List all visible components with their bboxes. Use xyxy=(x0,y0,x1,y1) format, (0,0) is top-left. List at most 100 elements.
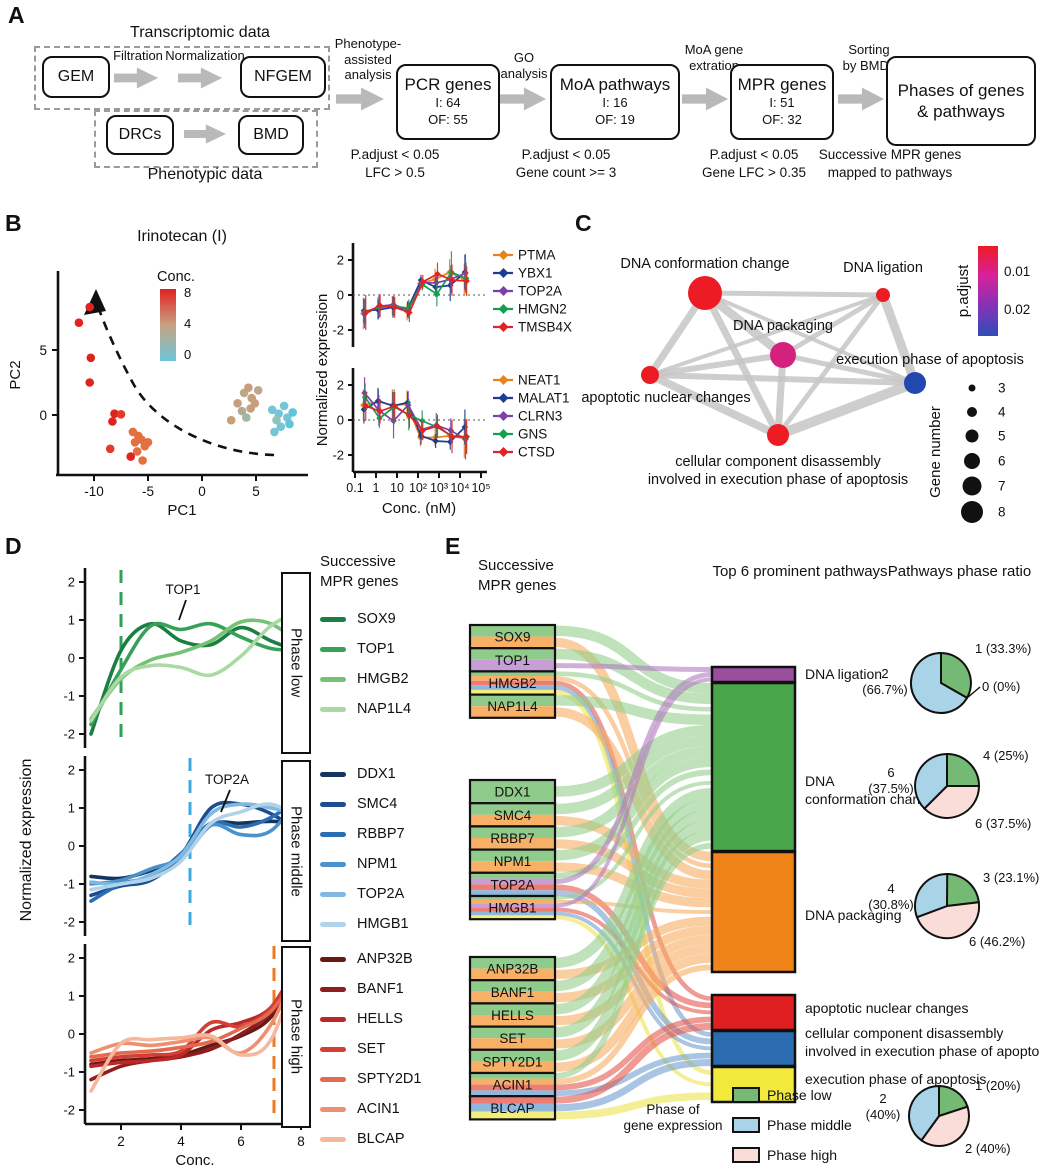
sankey-flow xyxy=(554,648,713,705)
phase-legend-swatch xyxy=(732,1147,760,1163)
gene-box-NAP1L4 xyxy=(468,693,557,719)
panel-d-ylabel: Normalized expression xyxy=(18,758,35,922)
gene-legend-item: ANP32B xyxy=(320,944,421,974)
legend-diamond-icon xyxy=(498,250,509,260)
gene-legend-item: SET xyxy=(320,1034,421,1064)
chart-text: HMGN2 xyxy=(518,302,567,317)
pca-point xyxy=(272,415,281,425)
pie-slice-high xyxy=(920,1105,970,1147)
chart-text: DDX1 xyxy=(494,785,530,800)
transcriptomic-data-label: Transcriptomic data xyxy=(130,24,270,41)
chart-text: 4 (25%) xyxy=(983,748,1029,763)
gene-legend-item: RBBP7 xyxy=(320,819,409,849)
legend-diamond-icon xyxy=(498,322,509,332)
phase-curve-HMGB1 xyxy=(89,802,303,892)
sankey-flow xyxy=(554,809,713,1015)
chart-text: involved in execution phase of apoptosis xyxy=(805,1043,1039,1059)
pca-point xyxy=(283,413,292,422)
phase-high-box: Phase high xyxy=(281,946,311,1128)
size-legend-dot xyxy=(968,384,976,392)
gene-name: TOP1 xyxy=(357,641,395,657)
sankey-flow xyxy=(554,1023,713,1104)
chart-text: 6 (46.2%) xyxy=(969,934,1025,949)
gene-name: HMGB2 xyxy=(357,671,409,687)
network-edge xyxy=(649,372,916,386)
chart-text: BLCAP xyxy=(490,1101,534,1116)
network-edge xyxy=(648,371,780,439)
pca-point xyxy=(137,435,146,444)
gene-name: NPM1 xyxy=(357,856,398,872)
pca-point xyxy=(126,452,135,461)
phase-middle-box: Phase middle xyxy=(281,760,311,942)
chart-text: 1 (20%) xyxy=(975,1078,1021,1093)
pathway-box-ligation xyxy=(710,665,797,684)
pca-point xyxy=(285,419,294,429)
network-edge xyxy=(776,378,917,440)
chart-text: 0 xyxy=(184,347,191,362)
legend-diamond-icon xyxy=(498,375,509,385)
chart-text: 2 xyxy=(337,253,344,268)
chart-text: DNA packaging xyxy=(805,907,902,923)
phenotype-assisted-analysis-label: Phenotype- assisted analysis xyxy=(334,36,402,83)
sankey-flow xyxy=(554,1052,713,1097)
nfgem-box: NFGEM xyxy=(240,56,326,98)
chart-text: 4 xyxy=(887,881,894,896)
sankey-flow xyxy=(554,663,713,672)
arrow-right-icon xyxy=(682,87,728,111)
chart-text: SPTY2D1 xyxy=(482,1054,542,1069)
chart-text: 0.01 xyxy=(1004,264,1030,279)
chart-text: DNA ligation xyxy=(843,260,923,276)
pca-point xyxy=(74,318,84,327)
sankey-flow xyxy=(554,695,713,726)
gene-legend-item: HMGB1 xyxy=(320,909,409,939)
mpr-genes-box: MPR genes I: 51 OF: 32 xyxy=(730,64,834,140)
pie-slice-high xyxy=(922,785,981,819)
sankey-flow xyxy=(554,780,713,900)
gene-legend-item: TOP2A xyxy=(320,879,409,909)
sankey-flow xyxy=(554,1016,713,1091)
network-node xyxy=(641,366,659,384)
chart-text: DNA conformation change xyxy=(620,256,789,272)
chart-text: -1 xyxy=(63,1065,75,1080)
network-node xyxy=(770,342,796,368)
pca-point xyxy=(288,408,298,417)
gene-name: NAP1L4 xyxy=(357,701,412,717)
gem-box: GEM xyxy=(42,56,110,98)
chart-text: 4 xyxy=(177,1134,185,1149)
chart-text: PC2 xyxy=(7,360,24,389)
legend-diamond-icon xyxy=(498,268,509,278)
gene-color-swatch xyxy=(320,706,346,712)
gene-color-swatch xyxy=(320,646,346,652)
chart-text: 1 xyxy=(373,481,380,495)
chart-text: 6 xyxy=(998,454,1006,469)
chart-text: cellular component disassembly xyxy=(675,454,881,470)
chart-text: GNS xyxy=(518,427,547,442)
pca-point xyxy=(226,415,236,425)
legend-diamond-icon xyxy=(498,429,509,439)
sankey-flow xyxy=(554,842,713,1079)
gene-legend-item: SOX9 xyxy=(320,604,411,634)
chart-text: SMC4 xyxy=(494,808,532,823)
sankey-flow xyxy=(554,964,713,1085)
pca-point xyxy=(242,413,251,422)
phase-curve-ANP32B xyxy=(89,965,303,1067)
pca-point xyxy=(85,378,94,387)
gene-legend-item: ACIN1 xyxy=(320,1094,421,1124)
gene-color-swatch xyxy=(320,956,346,962)
chart-text: p.adjust xyxy=(955,264,972,317)
legend-diamond-icon xyxy=(498,286,509,296)
chart-text: Phase low xyxy=(767,1087,832,1103)
gene-color-swatch xyxy=(320,831,346,837)
chart-text: 0 xyxy=(198,484,206,499)
sankey-flow xyxy=(554,798,713,992)
network-edge xyxy=(704,290,884,298)
pca-plot: Irinotecan (I) -10 -5 0 5 0 5 PC1 PC2 Conc.8 4 0 xyxy=(7,228,308,519)
size-legend-dot xyxy=(967,407,977,417)
chart-text: 8 xyxy=(184,285,191,300)
network-edge xyxy=(649,352,784,378)
gene-legend-item: NPM1 xyxy=(320,849,409,879)
chart-text: 10² xyxy=(409,481,427,495)
phase-middle-gene-legend: DDX1 SMC4 RBBP7 NPM1 TOP2A HMGB1 xyxy=(320,759,409,939)
sankey-flow xyxy=(554,672,713,884)
chart-text: NPM1 xyxy=(494,854,532,869)
